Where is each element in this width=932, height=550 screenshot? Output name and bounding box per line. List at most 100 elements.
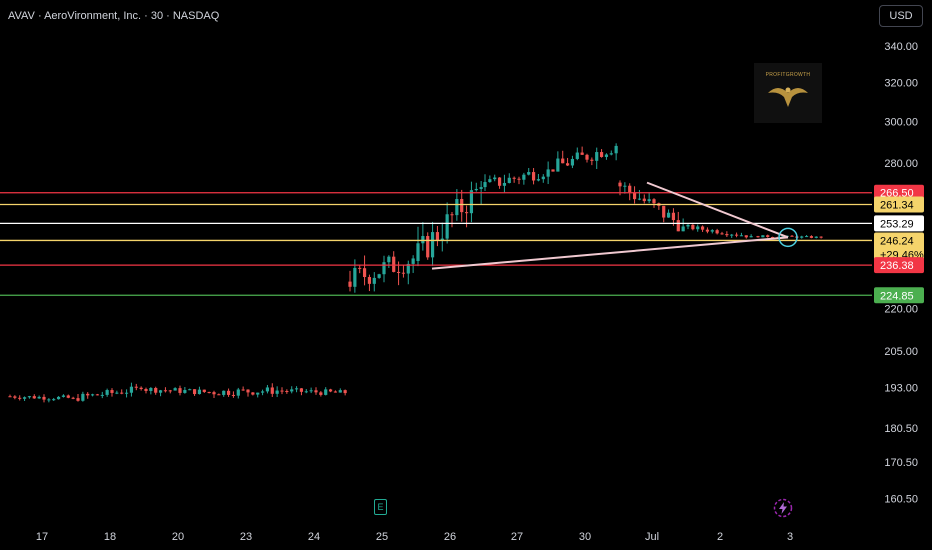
candle-body <box>502 182 507 186</box>
time-tick-label: 20 <box>172 531 184 543</box>
candle-body <box>730 234 734 236</box>
earnings-event-icon[interactable]: E <box>374 499 387 515</box>
candle-body <box>382 262 386 275</box>
lightning-event-icon[interactable] <box>773 498 793 518</box>
candle-body <box>217 394 221 396</box>
time-tick-label: 24 <box>308 531 320 543</box>
watermark-logo: PROFITGROWTH <box>754 63 822 123</box>
candle-body <box>377 274 381 278</box>
candle-body <box>766 235 770 237</box>
candle-body <box>522 174 526 180</box>
candle-body <box>647 199 651 202</box>
candle-body <box>761 235 765 238</box>
candle-body <box>614 145 618 154</box>
candle-body <box>421 236 425 244</box>
candle-body <box>367 277 372 284</box>
logo-text: PROFITGROWTH <box>765 72 811 78</box>
candle-body <box>61 395 66 397</box>
candle-body <box>52 399 56 401</box>
candle-body <box>790 235 794 237</box>
candle-body <box>628 185 632 193</box>
candle-body <box>353 267 357 287</box>
price-axis: 340.00 320.00 300.00 280.00 220.00 205.00 193.… <box>874 41 924 506</box>
candle-body <box>551 169 555 172</box>
price-tick-label: 340.00 <box>884 41 918 53</box>
candle-body <box>294 388 299 390</box>
candle-body <box>66 395 70 398</box>
candle-body <box>158 390 163 393</box>
candle-body <box>81 393 85 401</box>
candle-body <box>348 281 352 287</box>
candle-body <box>285 391 289 393</box>
candle-body <box>676 220 680 232</box>
candle-body <box>800 236 804 238</box>
candlestick-series <box>8 143 823 403</box>
candle-body <box>236 389 240 396</box>
candle-body <box>76 398 80 401</box>
candle-body <box>231 394 236 396</box>
price-tick-label: 205.00 <box>884 346 918 358</box>
candle-body <box>22 397 27 399</box>
currency-button[interactable]: USD <box>879 5 923 27</box>
candle-body <box>222 390 226 395</box>
candle-body <box>163 390 168 392</box>
candle-body <box>338 390 342 393</box>
candle-body <box>618 182 622 187</box>
candle-body <box>333 391 338 393</box>
candle-body <box>265 387 270 392</box>
price-label: 261.34 <box>880 200 914 212</box>
candle-body <box>632 192 637 200</box>
candle-body <box>804 236 809 238</box>
candle-body <box>401 272 406 274</box>
candle-body <box>710 230 714 232</box>
candle-body <box>720 233 724 235</box>
candle-body <box>691 224 695 230</box>
candle-body <box>95 394 100 396</box>
candle-body <box>188 389 192 391</box>
candle-body <box>488 179 492 183</box>
candle-body <box>115 392 119 394</box>
candle-body <box>512 177 516 179</box>
candle-body <box>192 389 197 395</box>
candle-body <box>362 268 367 278</box>
candle-body <box>212 392 216 395</box>
time-axis: 17 18 20 23 24 25 26 27 30 Jul 2 3 <box>36 531 793 543</box>
candle-body <box>604 154 609 157</box>
candle-body <box>226 390 231 395</box>
candle-body <box>483 182 487 188</box>
candle-body <box>120 392 124 394</box>
candle-body <box>396 271 401 273</box>
candle-body <box>124 392 129 394</box>
price-tick-label: 280.00 <box>884 158 918 170</box>
candle-body <box>715 230 719 234</box>
candle-body <box>37 396 41 399</box>
candle-body <box>86 393 90 396</box>
symbol-title[interactable]: AVAV · AeroVironment, Inc. · 30 · NASDAQ <box>8 10 220 22</box>
candle-body <box>416 243 420 261</box>
candle-body <box>270 387 274 394</box>
price-tick-label: 193.00 <box>884 382 918 394</box>
candle-body <box>445 214 449 239</box>
candle-body <box>595 152 599 161</box>
candle-body <box>652 199 656 204</box>
price-label-box <box>874 215 924 232</box>
time-tick-label: 3 <box>787 531 793 543</box>
candle-body <box>455 199 459 216</box>
price-label-box <box>874 287 924 304</box>
candle-body <box>275 390 279 394</box>
candle-body <box>696 226 700 230</box>
price-label-box <box>874 196 924 213</box>
candle-body <box>178 388 182 393</box>
candle-body <box>309 390 313 392</box>
candle-body <box>700 226 705 230</box>
candle-body <box>411 258 415 264</box>
eagle-icon <box>768 87 808 107</box>
candle-body <box>372 277 376 284</box>
candle-body <box>299 388 304 392</box>
candle-body <box>202 389 206 392</box>
time-tick-label: 27 <box>511 531 523 543</box>
candle-body <box>819 236 823 238</box>
candle-body <box>464 212 469 214</box>
candle-body <box>47 399 51 401</box>
